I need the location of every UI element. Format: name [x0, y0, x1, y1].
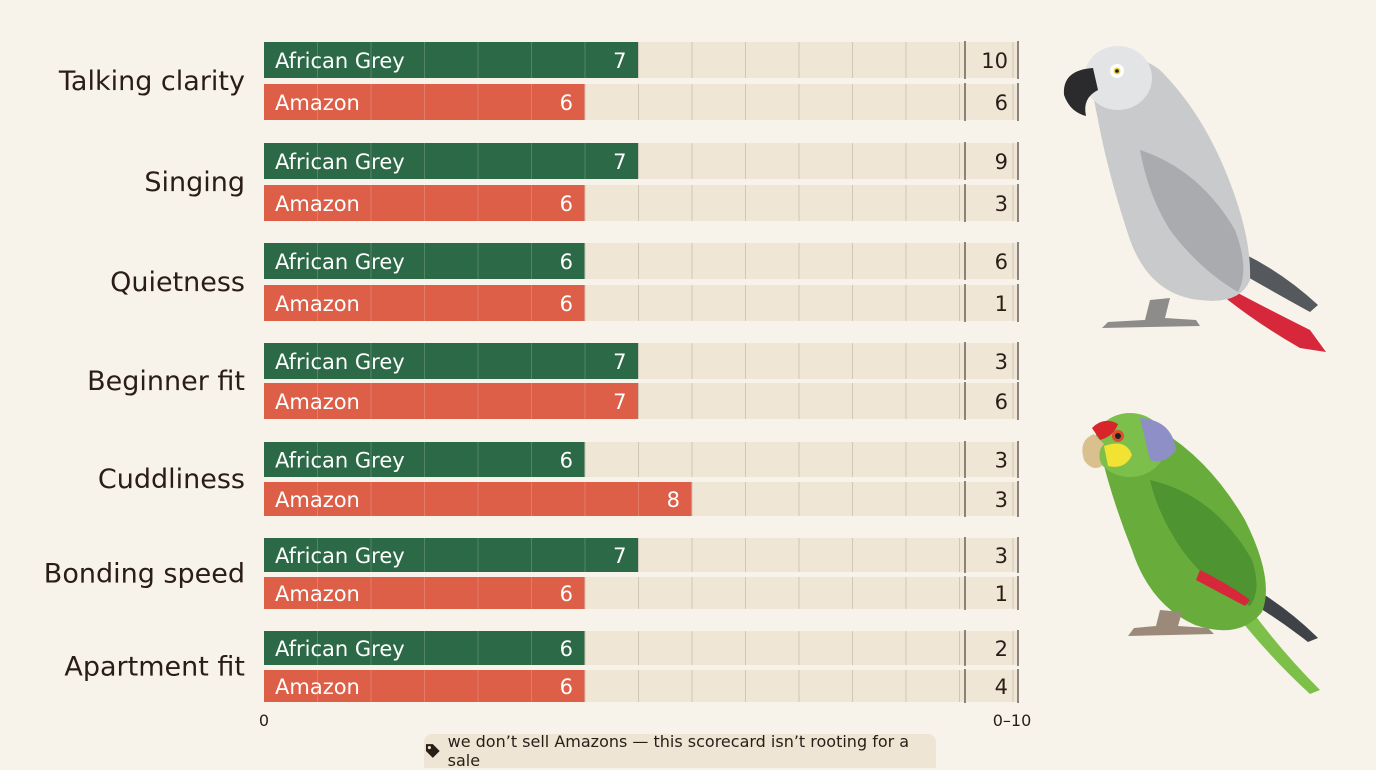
african-grey-score-label: 2 — [995, 637, 1008, 661]
amazon-parrot-illustration — [1082, 413, 1320, 694]
african-grey-score-label: 3 — [995, 449, 1008, 473]
x-axis-start-label: 0 — [259, 711, 269, 730]
african-grey-series-label: African Grey — [275, 544, 405, 568]
african-grey-bar — [264, 538, 639, 572]
category-label: Apartment fit — [64, 652, 245, 683]
category-row-bonding-speed: Bonding speed African Grey 7 3 Amazon 6 1 — [44, 537, 1019, 610]
category-row-beginner-fit: Beginner fit African Grey 7 3 Amazon 7 6 — [87, 342, 1019, 420]
amazon-value-label: 8 — [667, 488, 680, 512]
amazon-bar — [264, 482, 692, 516]
category-row-quietness: Quietness African Grey 6 6 Amazon 6 1 — [110, 242, 1019, 322]
amazon-value-label: 7 — [613, 390, 626, 414]
amazon-series-label: Amazon — [275, 91, 360, 115]
x-axis-end-label: 0–10 — [993, 711, 1032, 730]
amazon-score-label: 6 — [995, 390, 1008, 414]
african-grey-value-label: 6 — [560, 449, 573, 473]
footnote-banner: we don’t sell Amazons — this scorecard i… — [424, 732, 936, 770]
category-label: Talking clarity — [58, 66, 245, 97]
category-label: Singing — [144, 167, 245, 198]
amazon-series-label: Amazon — [275, 488, 360, 512]
category-row-cuddliness: Cuddliness African Grey 6 3 Amazon 8 3 — [98, 441, 1019, 517]
category-row-singing: Singing African Grey 7 9 Amazon 6 3 — [144, 142, 1019, 222]
african-grey-series-label: African Grey — [275, 637, 405, 661]
amazon-series-label: Amazon — [275, 582, 360, 606]
african-grey-score-label: 9 — [995, 150, 1008, 174]
african-grey-series-label: African Grey — [275, 250, 405, 274]
amazon-value-label: 6 — [560, 192, 573, 216]
african-grey-score-label: 6 — [995, 250, 1008, 274]
african-grey-series-label: African Grey — [275, 350, 405, 374]
amazon-score-label: 1 — [995, 292, 1008, 316]
amazon-bar — [264, 84, 585, 120]
african-grey-value-label: 7 — [613, 544, 626, 568]
amazon-series-label: Amazon — [275, 192, 360, 216]
african-grey-bar — [264, 42, 639, 78]
amazon-bar — [264, 577, 585, 609]
amazon-value-label: 6 — [560, 91, 573, 115]
tag-icon — [425, 744, 440, 758]
african-grey-bar — [264, 343, 639, 379]
amazon-series-label: Amazon — [275, 675, 360, 699]
amazon-bar — [264, 670, 585, 702]
amazon-score-label: 6 — [995, 91, 1008, 115]
amazon-series-label: Amazon — [275, 390, 360, 414]
amazon-series-label: Amazon — [275, 292, 360, 316]
amazon-bar — [264, 383, 639, 419]
footnote-text: we don’t sell Amazons — this scorecard i… — [447, 732, 910, 770]
amazon-score-label: 3 — [995, 192, 1008, 216]
african-grey-bar — [264, 143, 639, 179]
amazon-score-label: 3 — [995, 488, 1008, 512]
african-grey-value-label: 6 — [560, 637, 573, 661]
amazon-score-label: 1 — [995, 582, 1008, 606]
amazon-score-label: 4 — [995, 675, 1008, 699]
african-grey-parrot-illustration — [1063, 46, 1326, 352]
african-grey-score-label: 3 — [995, 544, 1008, 568]
amazon-value-label: 6 — [560, 292, 573, 316]
african-grey-value-label: 7 — [613, 350, 626, 374]
african-grey-bar — [264, 631, 585, 665]
african-grey-score-label: 10 — [981, 49, 1008, 73]
african-grey-score-label: 3 — [995, 350, 1008, 374]
category-label: Bonding speed — [44, 559, 245, 590]
african-grey-bar — [264, 442, 585, 477]
category-label: Quietness — [110, 267, 245, 298]
african-grey-bar — [264, 243, 585, 279]
african-grey-series-label: African Grey — [275, 449, 405, 473]
category-row-apartment-fit: Apartment fit African Grey 6 2 Amazon 6 4 — [64, 630, 1019, 703]
amazon-value-label: 6 — [560, 582, 573, 606]
amazon-value-label: 6 — [560, 675, 573, 699]
category-row-talking-clarity: Talking clarity African Grey 7 10 Amazon 6 6 — [58, 41, 1019, 121]
african-grey-value-label: 6 — [560, 250, 573, 274]
amazon-bar — [264, 185, 585, 221]
african-grey-series-label: African Grey — [275, 150, 405, 174]
african-grey-value-label: 7 — [613, 49, 626, 73]
african-grey-value-label: 7 — [613, 150, 626, 174]
amazon-bar — [264, 285, 585, 321]
african-grey-series-label: African Grey — [275, 49, 405, 73]
category-label: Cuddliness — [98, 464, 245, 495]
category-label: Beginner fit — [87, 366, 245, 397]
